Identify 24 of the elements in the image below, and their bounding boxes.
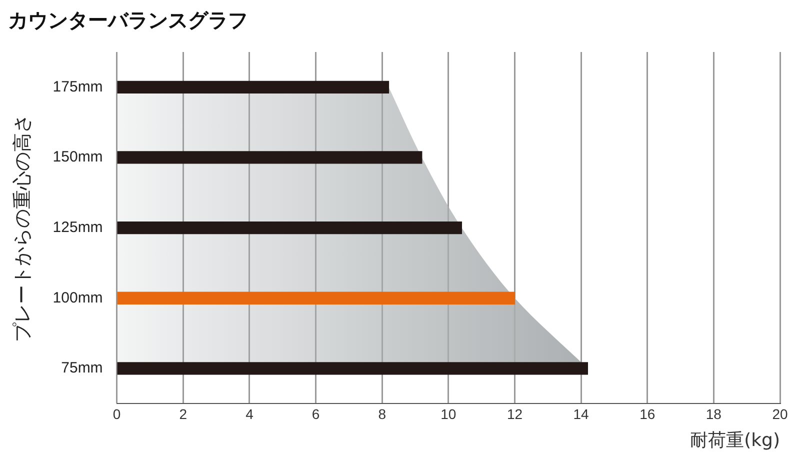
x-tick-label: 20 — [772, 406, 788, 422]
y-tick-label: 125mm — [52, 218, 103, 236]
bar — [117, 221, 462, 234]
x-tick-label: 6 — [312, 406, 320, 422]
bar — [117, 292, 516, 304]
y-tick-label: 75mm — [61, 360, 103, 377]
bar — [117, 80, 390, 94]
bar — [117, 151, 422, 164]
x-tick-label: 14 — [573, 406, 590, 422]
x-tick-label: 12 — [506, 406, 523, 422]
y-axis-title: プレートからの重心の高さ — [11, 114, 34, 342]
chart-title: カウンターバランスグラフ — [8, 8, 248, 32]
x-tick-label: 8 — [378, 406, 386, 422]
x-tick-label: 16 — [640, 406, 656, 422]
y-tick-label: 100mm — [52, 289, 103, 306]
bar — [117, 362, 588, 375]
x-tick-label: 10 — [440, 406, 456, 422]
y-tick-label: 175mm — [52, 78, 103, 96]
x-tick-label: 0 — [112, 406, 121, 422]
x-tick-label: 2 — [179, 406, 188, 422]
x-tick-label: 18 — [706, 406, 722, 422]
x-axis-title: 耐荷重(kg) — [690, 430, 780, 451]
y-tick-label: 150mm — [52, 148, 103, 166]
x-tick-label: 4 — [246, 406, 254, 422]
